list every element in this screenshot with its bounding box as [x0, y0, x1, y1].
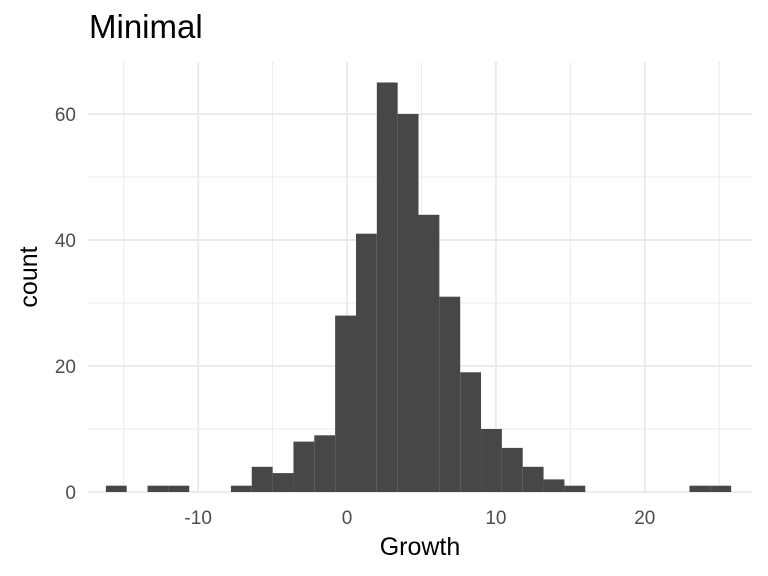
y-tick-label: 60: [55, 105, 76, 126]
histogram-bar: [543, 479, 565, 492]
histogram-bar: [314, 435, 336, 492]
y-tick-label: 20: [55, 357, 76, 378]
histogram-bar: [355, 233, 377, 492]
histogram-bar: [105, 485, 127, 492]
y-axis-title: count: [15, 246, 43, 307]
histogram-bar: [335, 315, 356, 492]
x-tick-label: -10: [184, 508, 211, 529]
histogram-bar: [251, 466, 273, 492]
histogram-bar: [418, 214, 440, 493]
histogram-bar: [397, 113, 419, 492]
histogram-bar: [230, 485, 252, 492]
x-tick-labels: -10 0 10 20: [184, 508, 655, 529]
y-tick-labels: 0 20 40 60: [55, 105, 76, 504]
histogram-bar: [501, 447, 523, 492]
histogram-bar: [689, 485, 711, 492]
y-tick-label: 0: [65, 483, 76, 504]
histogram-bar: [710, 485, 732, 492]
histogram-bar: [481, 428, 502, 492]
histogram-bar: [147, 485, 169, 492]
x-tick-label: 0: [342, 508, 353, 529]
x-tick-label: 10: [485, 508, 506, 529]
histogram-bar: [168, 485, 190, 492]
histogram-bar: [293, 441, 315, 492]
histogram-bar: [564, 485, 586, 492]
histogram-bar: [522, 466, 544, 492]
histogram-bar: [376, 82, 398, 492]
y-tick-label: 40: [55, 231, 76, 252]
chart-title: Minimal: [89, 8, 203, 45]
x-axis-title: Growth: [380, 533, 461, 561]
histogram-bar: [272, 473, 294, 492]
histogram-bar: [439, 296, 461, 492]
histogram-bar: [460, 372, 482, 492]
bars: [105, 82, 732, 493]
x-tick-label: 20: [634, 508, 655, 529]
